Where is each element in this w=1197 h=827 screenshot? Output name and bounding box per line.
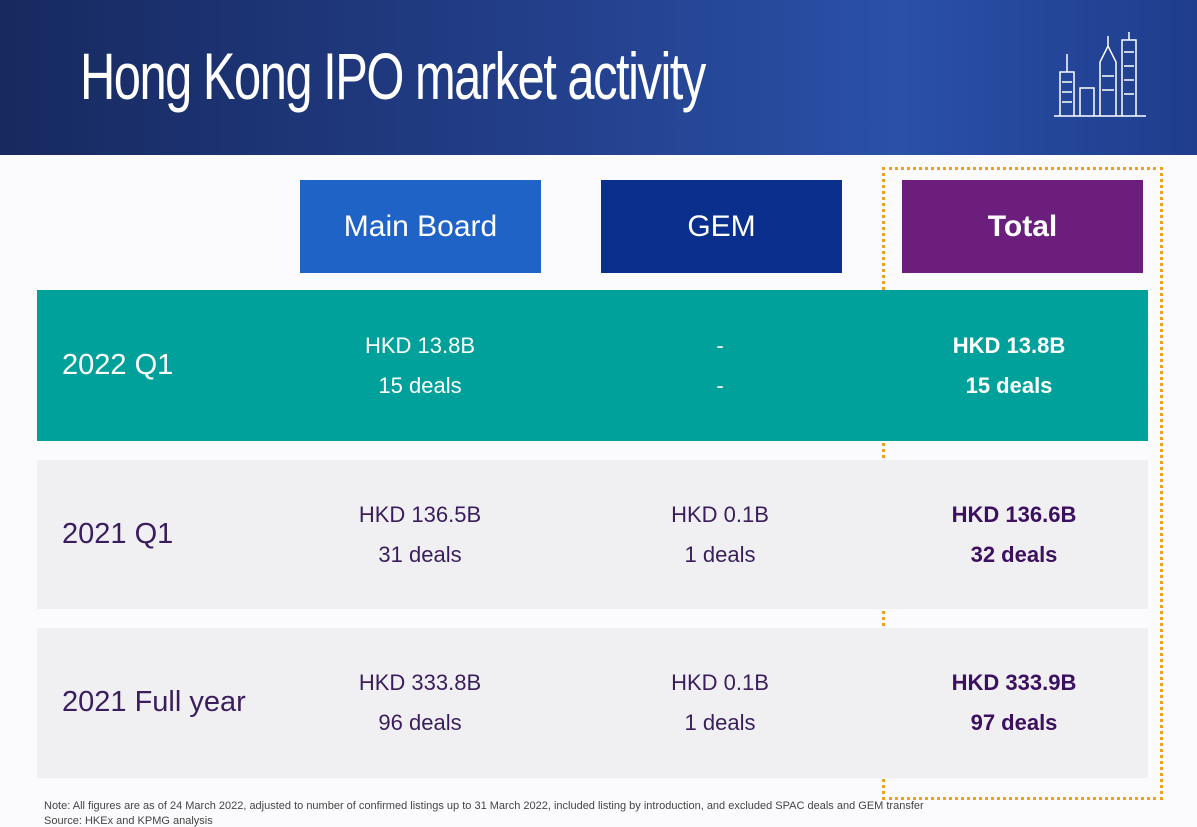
- cell-text: 32 deals: [970, 541, 1058, 567]
- cell-text: HKD 13.8B: [952, 332, 1066, 358]
- cell-text: HKD 333.9B: [951, 670, 1077, 695]
- column-header: GEM: [601, 180, 842, 273]
- column-header: Main Board: [300, 180, 541, 273]
- table-row: 2022 Q1 HKD 13.8B 15 deals - - HKD 13.8B 15 de…: [37, 290, 1148, 441]
- header-banner: Hong Kong IPO market activity: [0, 0, 1197, 155]
- cell-text: HKD 13.8B: [364, 332, 476, 358]
- cell-text: HKD 136.6B: [951, 501, 1077, 527]
- cell-text: 1 deals: [684, 541, 756, 567]
- cell-text: HKD 0.1B: [671, 501, 769, 527]
- cell-text: HKD 333.8B: [358, 670, 482, 695]
- row-label: 2021 Full year: [62, 686, 246, 718]
- cell-text: 15 deals: [378, 372, 462, 398]
- note: Note: All figures are as of 24 March 202…: [44, 800, 924, 812]
- cell-text: 1 deals: [684, 710, 756, 735]
- column-header: Total: [902, 180, 1143, 273]
- row-label: 2022 Q1: [62, 348, 174, 381]
- row-label: 2021 Q1: [62, 517, 174, 550]
- source: Source: HKEx and KPMG analysis: [44, 815, 213, 827]
- table-row: 2021 Q1 HKD 136.5B 31 deals HKD 0.1B 1 deals…: [37, 460, 1148, 609]
- cell-text: HKD 0.1B: [671, 670, 769, 695]
- cell-text: HKD 136.5B: [358, 501, 482, 527]
- cell-text: -: [716, 332, 724, 358]
- cell-text: 97 deals: [970, 710, 1058, 735]
- table-row: 2021 Full year HKD 333.8B 96 deals HKD 0.1B…: [37, 628, 1148, 778]
- cell-text: 31 deals: [378, 541, 462, 567]
- cell-text: 96 deals: [378, 710, 462, 735]
- cell-text: 15 deals: [965, 372, 1053, 398]
- cell-text: -: [716, 372, 724, 398]
- skyline-icon: [1054, 32, 1146, 117]
- title: Hong Kong IPO market activity: [80, 39, 706, 113]
